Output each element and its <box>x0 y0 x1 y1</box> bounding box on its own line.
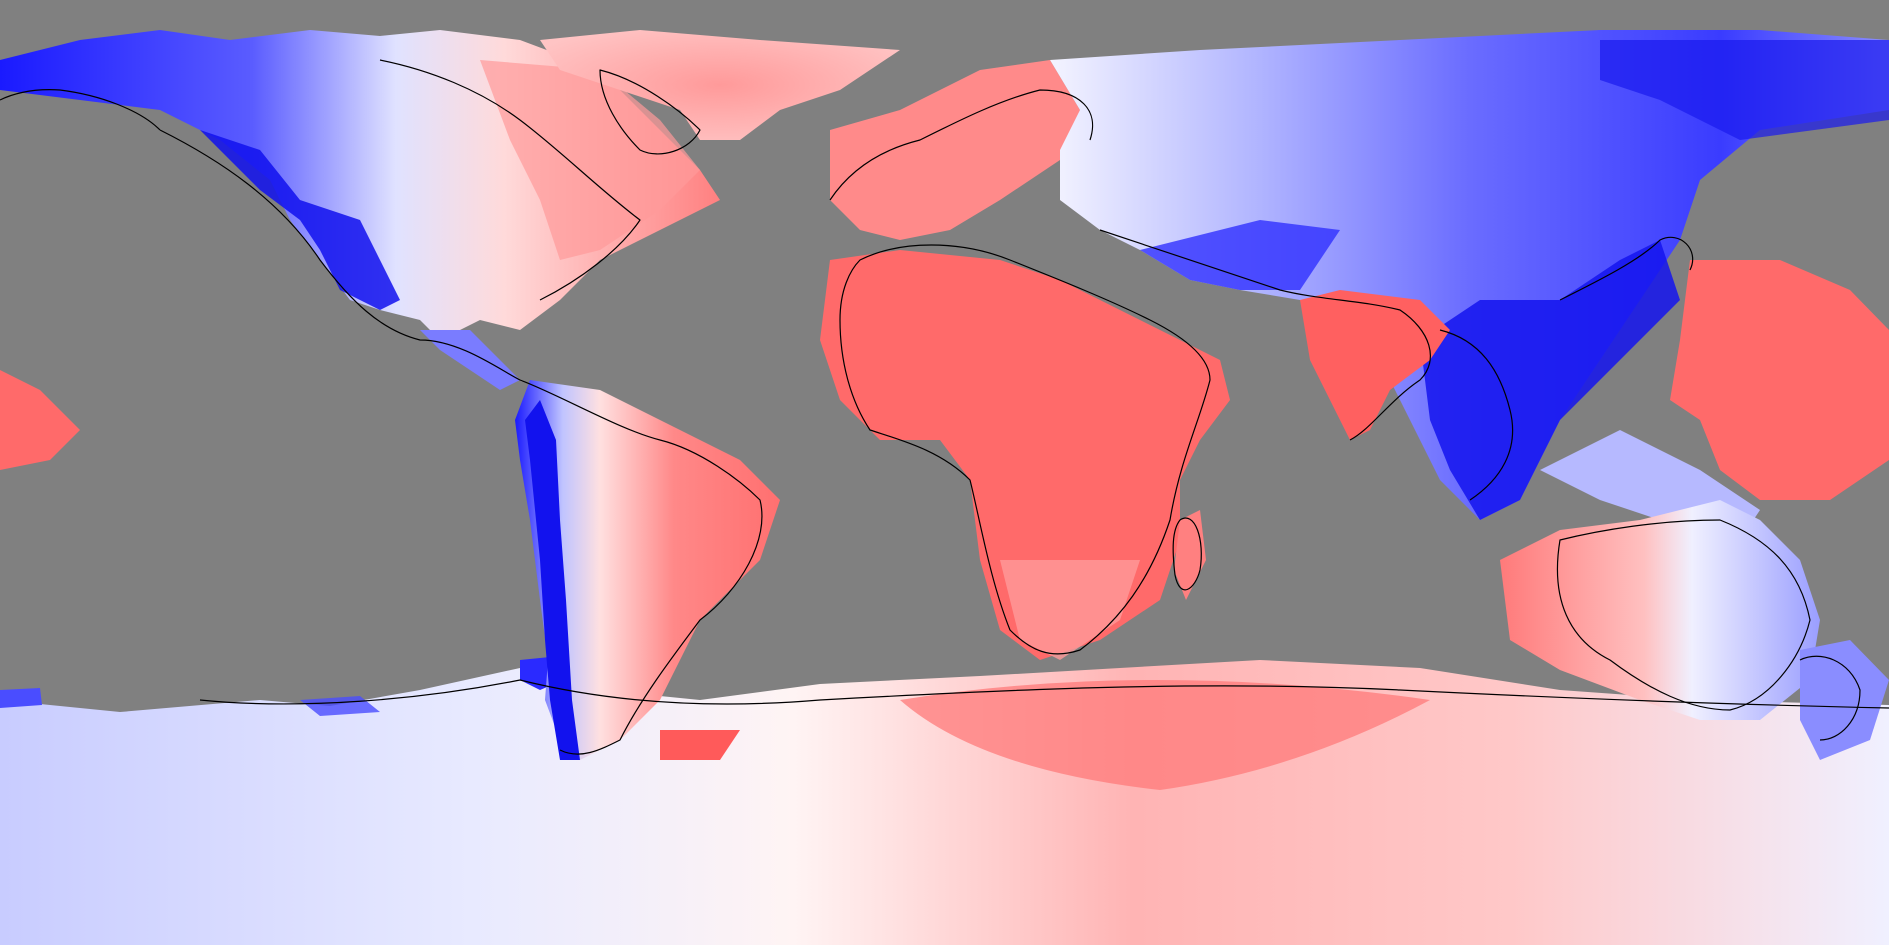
india-region <box>1300 290 1450 440</box>
siberia-dark-blue <box>1600 40 1889 140</box>
pacific-red-region <box>1670 260 1889 500</box>
new-zealand-region <box>1800 640 1889 760</box>
andes-blue <box>525 400 580 760</box>
australia-region <box>1500 500 1820 720</box>
antarctica-east-red <box>900 680 1430 790</box>
greenland-region <box>540 30 900 140</box>
south-america-region <box>515 380 780 760</box>
central-america-region <box>420 330 520 390</box>
europe-west-red <box>830 60 1080 240</box>
tibet-blue <box>1140 220 1340 290</box>
coastlines <box>0 59 1889 755</box>
africa-region <box>820 250 1230 660</box>
antarctica-region <box>0 660 1889 945</box>
southeast-asia-dark-blue <box>1420 240 1680 520</box>
canada-red <box>480 60 700 260</box>
africa-south-light <box>1000 560 1140 660</box>
hawaii-region <box>0 370 80 470</box>
north-america-west-blue <box>200 130 400 310</box>
southwest-pacific-blue <box>0 688 42 708</box>
eurasia-region <box>1050 30 1889 520</box>
patagonia-red <box>660 730 740 760</box>
